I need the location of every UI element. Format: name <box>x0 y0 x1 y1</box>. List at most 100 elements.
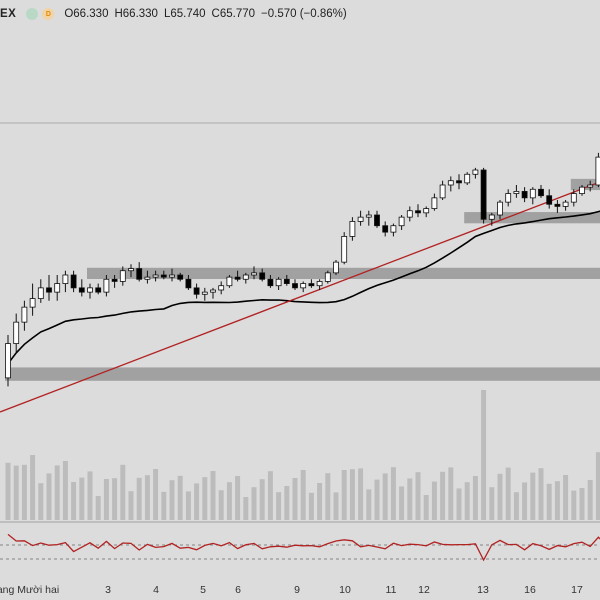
delayed-data-badge[interactable]: D <box>42 8 55 20</box>
candle-down <box>185 278 192 289</box>
candle-down <box>136 268 143 280</box>
candle-up <box>349 221 356 237</box>
candle-up <box>152 274 159 278</box>
volume-bar <box>563 475 569 520</box>
volume-bar <box>71 482 77 520</box>
volume-bar <box>144 475 150 520</box>
candle-down <box>259 272 266 280</box>
volume-bar <box>317 483 323 520</box>
candle-up <box>570 193 577 203</box>
volume-bar <box>54 465 60 520</box>
candle-up <box>226 276 233 287</box>
candle-down <box>382 225 389 233</box>
candle-up <box>464 173 471 184</box>
candle-up <box>29 298 36 308</box>
volume-bar <box>448 467 454 520</box>
candle-up <box>497 201 503 216</box>
candle-down <box>193 287 200 295</box>
date-label: 3 <box>105 584 111 596</box>
volume-bar <box>481 390 487 520</box>
symbol-legend: EX D O66.330 H66.330 L65.740 C65.770 −0.… <box>0 5 353 23</box>
volume-bar <box>177 475 183 520</box>
volume-bar <box>112 478 118 520</box>
candle-up <box>390 225 397 233</box>
candle-down <box>554 203 561 207</box>
candle-up <box>357 216 364 222</box>
volume-bar <box>325 473 331 520</box>
candle-up <box>144 276 151 280</box>
volume-bar <box>538 468 544 520</box>
candle-down <box>70 274 77 289</box>
volume-bar <box>489 487 495 520</box>
indicator-dot-icon <box>26 8 39 20</box>
candle-down <box>308 283 315 287</box>
candle-up <box>37 287 44 299</box>
volume-bar <box>62 461 68 520</box>
date-label: 17 <box>571 584 583 596</box>
candle-down <box>415 210 421 214</box>
volume-bar <box>161 491 167 520</box>
candle-up <box>406 210 413 218</box>
candle-up <box>333 261 339 274</box>
date-label: 16 <box>524 584 536 596</box>
date-axis[interactable]: ang Mười hai 3 4 5 6 9 10 11 12 13 16 17 <box>0 578 600 600</box>
candle-up <box>5 343 11 379</box>
high-value: H66.330 <box>114 8 158 20</box>
volume-bar <box>21 464 27 520</box>
volume-bar <box>456 488 462 520</box>
resistance-zone <box>5 367 600 381</box>
volume-bar <box>128 491 134 520</box>
volume-bar <box>431 481 437 520</box>
candle-up <box>423 208 430 214</box>
volume-bar <box>341 470 347 520</box>
volume-bar <box>571 490 577 520</box>
volume-bar <box>423 495 429 520</box>
candle-up <box>447 180 454 186</box>
symbol-name[interactable]: EX <box>0 8 17 20</box>
volume-bar <box>30 455 36 520</box>
candle-down <box>111 278 118 282</box>
date-label: 12 <box>418 584 430 596</box>
candle-down <box>95 287 102 293</box>
trend-line <box>0 181 600 413</box>
volume-bar <box>579 488 585 520</box>
candle-up <box>62 274 69 284</box>
volume-bar <box>300 470 306 520</box>
candle-up <box>275 278 282 287</box>
oscillator-line <box>7 533 600 562</box>
moving-average-line <box>7 210 600 365</box>
volume-bar <box>185 491 191 520</box>
volume-bar <box>349 469 355 520</box>
close-value: C65.770 <box>211 8 256 20</box>
candle-down <box>456 180 462 184</box>
resistance-zone <box>87 267 600 279</box>
date-label: 10 <box>339 584 351 596</box>
candle-up <box>513 191 520 194</box>
open-value: O66.330 <box>64 8 109 20</box>
volume-bar <box>267 471 273 520</box>
volume-bar <box>38 483 44 520</box>
candle-up <box>488 214 495 220</box>
volume-bar <box>358 468 364 520</box>
candle-up <box>218 285 225 291</box>
date-label: 11 <box>385 584 397 596</box>
volume-bar <box>587 480 593 520</box>
volume-bar <box>308 492 314 520</box>
volume-bar <box>202 477 208 520</box>
volume-bar <box>292 478 298 520</box>
candle-down <box>538 188 544 197</box>
volume-bar <box>243 497 249 520</box>
price-chart[interactable] <box>0 0 600 578</box>
volume-bar <box>153 469 159 520</box>
candle-up <box>579 186 585 194</box>
volume-bar <box>497 473 503 520</box>
candle-up <box>103 278 110 293</box>
candle-down <box>292 283 298 289</box>
volume-bar <box>259 479 265 520</box>
volume-bar <box>595 452 600 520</box>
candle-down <box>374 214 380 227</box>
volume-bar <box>226 482 232 520</box>
volume-bar <box>530 472 536 520</box>
candle-up <box>87 287 93 293</box>
